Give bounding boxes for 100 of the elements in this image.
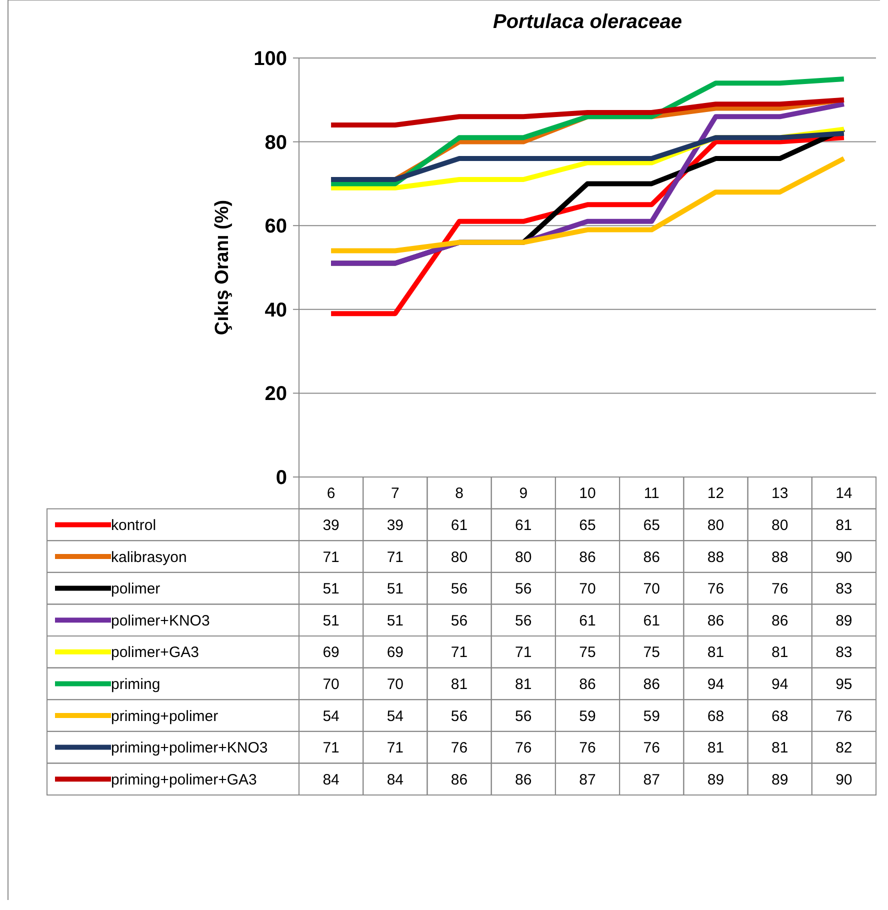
x-tick-label: 13 (771, 485, 788, 502)
x-tick-label: 9 (519, 485, 528, 502)
data-label: 61 (515, 516, 532, 534)
data-label: 86 (579, 676, 596, 693)
data-label: 56 (515, 612, 532, 630)
data-label: 76 (450, 740, 468, 757)
data-label: 75 (579, 644, 596, 662)
data-label: 76 (836, 708, 852, 725)
data-label: 89 (836, 612, 852, 630)
data-label: 65 (643, 516, 660, 534)
data-label: 71 (450, 644, 468, 662)
y-tick-label: 60 (264, 216, 287, 238)
data-label: 84 (386, 771, 404, 788)
data-label: 51 (386, 580, 404, 598)
data-label: 86 (643, 548, 660, 566)
data-label: 68 (771, 708, 788, 725)
data-label: 95 (836, 676, 852, 693)
data-label: 84 (322, 771, 340, 788)
x-tick-label: 11 (644, 485, 660, 502)
data-label: 51 (386, 612, 404, 630)
data-label: 94 (707, 676, 724, 693)
data-label: 88 (771, 548, 788, 566)
data-label: 39 (386, 516, 404, 534)
data-label: 70 (386, 676, 404, 693)
data-label: 75 (643, 644, 660, 662)
y-tick-label: 80 (264, 132, 287, 154)
data-label: 51 (322, 580, 340, 598)
data-label: 89 (771, 771, 788, 788)
data-label: 87 (643, 771, 660, 788)
data-label: 65 (579, 516, 596, 534)
data-label: 56 (515, 708, 532, 725)
data-label: 86 (515, 771, 532, 788)
data-label: 86 (707, 612, 724, 630)
y-tick-label: 0 (276, 467, 287, 489)
data-label: 54 (386, 708, 404, 725)
data-label: 69 (386, 644, 404, 662)
data-label: 76 (515, 740, 532, 757)
data-label: 80 (515, 548, 532, 566)
data-label: 81 (515, 676, 532, 693)
data-label: 82 (836, 740, 852, 757)
data-label: 90 (836, 771, 852, 788)
data-label: 80 (450, 548, 468, 566)
y-axis-title: Çıkış Oranı (%) (212, 200, 233, 336)
y-tick-label: 20 (264, 383, 287, 406)
data-label: 59 (643, 708, 660, 725)
x-tick-label: 12 (707, 485, 724, 502)
data-label: 81 (771, 740, 788, 757)
data-label: 71 (322, 548, 340, 566)
legend-label: priming+polimer+KNO3 (111, 740, 268, 757)
data-label: 69 (322, 644, 340, 662)
data-label: 87 (579, 771, 596, 788)
data-label: 68 (707, 708, 724, 725)
legend-label: kalibrasyon (111, 548, 187, 566)
legend-label: kontrol (111, 516, 156, 534)
legend-label: polimer+GA3 (111, 644, 199, 662)
data-label: 70 (322, 676, 340, 693)
x-tick-label: 14 (836, 485, 852, 502)
data-label: 51 (322, 612, 340, 630)
data-label: 39 (322, 516, 340, 534)
data-label: 80 (707, 516, 724, 534)
data-label: 89 (707, 771, 724, 788)
data-label: 86 (579, 548, 596, 566)
legend-label: polimer+KNO3 (111, 612, 210, 630)
data-label: 88 (707, 548, 724, 566)
data-label: 76 (707, 580, 724, 598)
data-label: 76 (771, 580, 788, 598)
data-label: 76 (579, 740, 596, 757)
chart-title: Portulaca oleraceae (493, 11, 682, 33)
legend-label: priming (111, 676, 160, 693)
data-label: 81 (836, 516, 852, 534)
y-tick-label: 40 (264, 299, 287, 322)
data-label: 86 (450, 771, 468, 788)
data-label: 81 (450, 676, 468, 693)
data-label: 56 (450, 612, 468, 630)
data-label: 81 (707, 740, 724, 757)
data-label: 83 (836, 580, 852, 598)
data-label: 56 (450, 580, 468, 598)
data-label: 70 (579, 580, 596, 598)
legend-label: priming+polimer (111, 708, 218, 725)
data-label: 54 (322, 708, 340, 725)
data-label: 80 (771, 516, 788, 534)
x-tick-label: 7 (390, 485, 400, 502)
data-label: 94 (771, 676, 788, 693)
data-label: 86 (643, 676, 660, 693)
data-label: 83 (836, 644, 852, 662)
x-tick-label: 8 (455, 485, 464, 502)
data-label: 56 (450, 708, 468, 725)
y-tick-label: 100 (254, 48, 287, 70)
data-label: 71 (386, 740, 404, 757)
x-tick-label: 6 (326, 485, 336, 502)
data-label: 61 (579, 612, 596, 630)
data-label: 71 (322, 740, 340, 757)
data-label: 71 (386, 548, 404, 566)
data-label: 90 (836, 548, 852, 566)
legend-label: priming+polimer+GA3 (111, 771, 257, 788)
data-label: 59 (579, 708, 596, 725)
data-label: 56 (515, 580, 532, 598)
data-label: 86 (771, 612, 788, 630)
data-label: 81 (771, 644, 788, 662)
data-label: 76 (643, 740, 660, 757)
